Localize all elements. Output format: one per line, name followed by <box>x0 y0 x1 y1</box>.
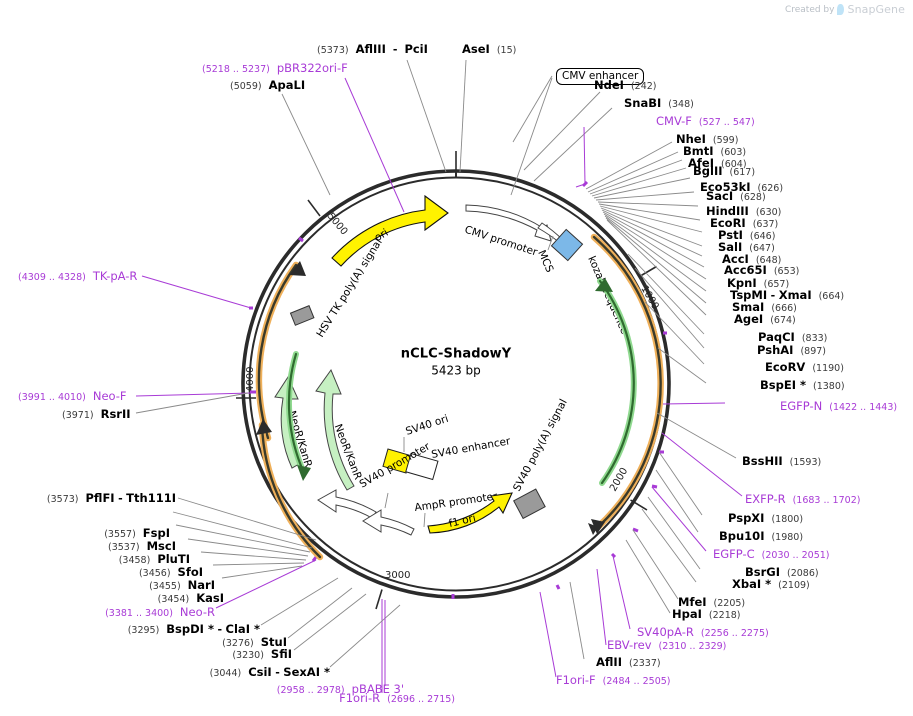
label-bssHII: BssHII (1593) <box>742 454 822 468</box>
label-pstI: PstI (646) <box>718 228 776 242</box>
label-ndeI: NdeI (242) <box>594 78 657 92</box>
label-pbabe3: (2958 .. 2978) pBABE 3' <box>276 682 404 696</box>
label-bspDI-claI: (3295) BspDI * - ClaI * <box>127 622 260 636</box>
label-aflII: AflII (2337) <box>596 655 661 669</box>
feature-label-sv40-ori: SV40 ori <box>404 413 450 438</box>
label-hindIII: HindIII (630) <box>706 204 782 218</box>
label-bpu10I: Bpu10I (1980) <box>719 529 804 543</box>
label-narI: (3455) NarI <box>149 578 215 592</box>
feature-label-cmv-promoter: CMV promoter <box>463 224 539 259</box>
label-pshAI: PshAI (897) <box>757 343 826 357</box>
watermark-prefix: Created by <box>784 4 835 15</box>
label-aseI: AseI (15) <box>462 42 517 56</box>
label-neo-f: (3991 .. 4010) Neo-F <box>18 389 127 403</box>
label-bspEI: BspEI * (1380) <box>760 378 845 392</box>
feature-label-mcs: MCS <box>535 248 555 274</box>
label-bsrGI: BsrGI (2086) <box>745 565 819 579</box>
feature-cmv-promoter: CMV promoter <box>463 204 573 259</box>
label-kasI: (3454) KasI <box>157 591 224 605</box>
tick-label-4000: 4000 <box>245 367 256 392</box>
label-acc65I: Acc65I (653) <box>724 263 800 277</box>
label-ebv-rev: EBV-rev (2310 .. 2329) <box>607 638 727 652</box>
watermark-brand: SnapGene <box>847 3 905 16</box>
label-pspXI: PspXI (1800) <box>728 511 804 525</box>
label-fspI: (3557) FspI <box>104 526 170 540</box>
label-exfp-r: EXFP-R (1683 .. 1702) <box>745 492 861 506</box>
label-aflIII-pciI: (5373) AflIII - PciI <box>317 42 428 56</box>
plasmid-title: nCLC-ShadowY 5423 bp <box>401 347 512 378</box>
tick-label-5000: 5000 <box>325 211 350 238</box>
feature-neor-kanr-outer: NeoR/KanR <box>315 368 364 491</box>
label-afeI: AfeI (604) <box>688 156 747 170</box>
leader-lines-right <box>510 75 743 678</box>
feature-sv40-polya: SV40 poly(A) signal <box>511 397 570 520</box>
label-kpnI: KpnI (657) <box>727 276 790 290</box>
label-mscI: (3537) MscI <box>108 539 176 553</box>
label-sfoI: (3456) SfoI <box>138 565 203 579</box>
label-snaBI: SnaBI (348) <box>624 96 694 110</box>
label-bmtI: BmtI (603) <box>683 144 747 158</box>
label-salI: SalI (647) <box>718 240 775 254</box>
leader-lines-top <box>281 59 467 213</box>
label-hpaI: HpaI (2218) <box>672 607 741 621</box>
label-mfeI: MfeI (2205) <box>678 595 746 609</box>
feature-label-sv40-enhancer: SV40 enhancer <box>430 435 511 461</box>
label-f1ori-r: F1ori-R (2696 .. 2715) <box>339 691 455 705</box>
label-smaI: SmaI (666) <box>732 300 797 314</box>
label-pluTI: (3458) PluTI <box>118 552 190 566</box>
label-sfiI: (3230) SfiI <box>232 647 292 661</box>
backbone-circle <box>241 169 671 599</box>
plasmid-size: 5423 bp <box>431 363 481 378</box>
feature-ori: ori <box>331 194 449 267</box>
label-egfp-c: EGFP-C (2030 .. 2051) <box>713 547 830 561</box>
ruler-ticks: 1000 2000 3000 4000 5000 <box>236 151 661 610</box>
feature-sv40-enhancer: SV40 enhancer <box>405 435 512 481</box>
label-pbr322ori-f: (5218 .. 5237) pBR322ori-F <box>202 61 348 75</box>
label-neo-r: (3381 .. 3400) Neo-R <box>105 605 215 619</box>
label-csiI-sexAI: (3044) CsiI - SexAI * <box>209 665 330 679</box>
label-eco53kI: Eco53kI (626) <box>700 180 784 194</box>
snapgene-watermark: Created by SnapGene <box>785 3 905 16</box>
label-cmv-f: CMV-F (527 .. 547) <box>656 114 755 128</box>
label-nheI: NheI (599) <box>676 132 739 146</box>
leader-lines-left <box>135 275 401 686</box>
feature-label-sv40-polya: SV40 poly(A) signal <box>511 397 570 493</box>
label-ageI: AgeI (674) <box>734 312 796 326</box>
label-egfp-n: EGFP-N (1422 .. 1443) <box>780 399 898 413</box>
label-tk-pa-r: (4309 .. 4328) TK-pA-R <box>18 269 138 283</box>
label-paqCI: PaqCI (833) <box>758 330 828 344</box>
label-bglII: BglII (617) <box>693 164 756 178</box>
label-apaLI: (5059) ApaLI <box>230 78 306 92</box>
label-xbaI: XbaI * (2109) <box>732 577 810 591</box>
label-tspMI-xmaI: TspMI - XmaI (664) <box>730 288 845 302</box>
label-sv40pa-r: SV40pA-R (2256 .. 2275) <box>637 625 769 639</box>
label-rsrII: (3971) RsrII <box>62 407 131 421</box>
label-pflFI-tth111I: (3573) PflFI - Tth111I <box>46 491 176 505</box>
label-ecoRV: EcoRV (1190) <box>765 360 844 374</box>
plasmid-name: nCLC-ShadowY <box>400 346 512 362</box>
primer-arcs <box>255 233 664 561</box>
label-accI: AccI (648) <box>722 252 782 266</box>
label-stuI: (3276) StuI <box>222 635 287 649</box>
tick-label-3000: 3000 <box>385 570 410 581</box>
label-ecoRI: EcoRI (637) <box>710 216 779 230</box>
label-sacI: SacI (628) <box>706 189 766 203</box>
label-cmv-enhancer: CMV enhancer <box>556 68 645 85</box>
primer-site-ticks <box>249 180 667 599</box>
label-f1ori-f: F1ori-F (2484 .. 2505) <box>556 673 671 687</box>
snapgene-leaf-icon <box>837 4 845 15</box>
